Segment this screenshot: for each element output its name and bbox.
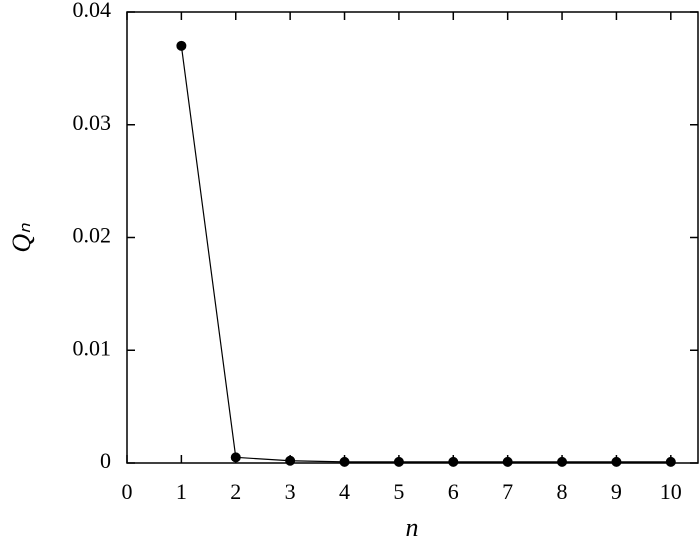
x-axis-title: n: [406, 513, 419, 542]
y-tick-label: 0: [100, 448, 111, 473]
x-tick-label: 2: [230, 479, 241, 504]
x-tick-label: 8: [557, 479, 568, 504]
data-point: [448, 456, 459, 467]
x-tick-label: 9: [611, 479, 622, 504]
plot-frame: [126, 11, 699, 464]
y-tick-label: 0.02: [73, 223, 112, 248]
y-tick-label: 0.04: [73, 0, 112, 22]
x-tick-label: 7: [502, 479, 513, 504]
data-point: [665, 456, 676, 467]
series-line: [180, 45, 671, 463]
data-point: [285, 455, 296, 466]
x-tick-label: 3: [285, 479, 296, 504]
data-point: [611, 456, 622, 467]
x-tick-label: 4: [339, 479, 350, 504]
data-point: [502, 456, 513, 467]
x-tick-label: 6: [448, 479, 459, 504]
data-point: [339, 456, 350, 467]
data-point: [176, 40, 187, 51]
data-point: [230, 452, 241, 463]
y-axis-title: Qₙ: [7, 223, 36, 253]
x-tick-label: 10: [660, 479, 682, 504]
y-tick-label: 0.01: [73, 335, 112, 360]
x-tick-label: 1: [176, 479, 187, 504]
x-tick-label: 5: [393, 479, 404, 504]
y-tick-label: 0.03: [73, 110, 112, 135]
data-point: [557, 456, 568, 467]
x-tick-label: 0: [122, 479, 133, 504]
data-point: [393, 456, 404, 467]
